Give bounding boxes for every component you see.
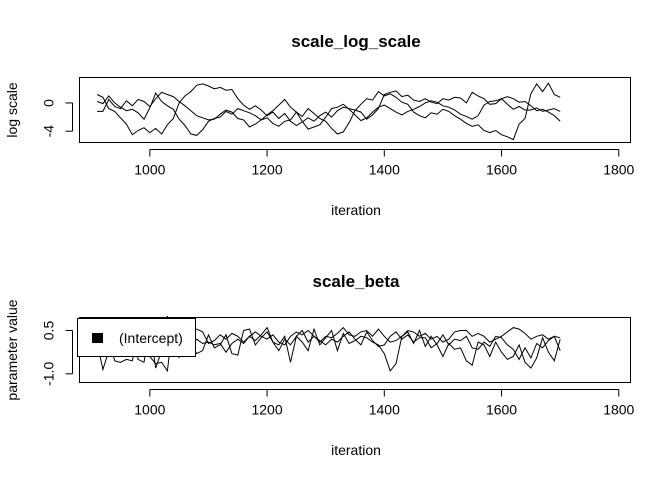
legend-entry: (Intercept)	[119, 330, 183, 346]
x-axis-label: iteration	[331, 202, 381, 218]
x-tick-label: 1200	[251, 402, 282, 418]
x-tick-label: 1200	[251, 162, 282, 178]
y-tick-label: -1.0	[41, 362, 57, 386]
x-tick-label: 1600	[486, 162, 517, 178]
x-tick-label: 1400	[369, 402, 400, 418]
y-axis-label: log scale	[4, 82, 20, 137]
chart-title: scale_log_scale	[291, 32, 420, 51]
x-tick-label: 1600	[486, 402, 517, 418]
log-scale-trace-panel: scale_log_scale 1000 1200 1400 1600 1800 -4 0…	[4, 32, 635, 218]
y-tick-label: 0	[41, 99, 57, 107]
x-tick-label: 1000	[134, 162, 165, 178]
y-axis-label: parameter value	[4, 299, 20, 400]
x-tick-label: 1800	[603, 162, 634, 178]
x-axis: 1000 1200 1400 1600 1800	[134, 149, 635, 178]
y-tick-label: 0.5	[41, 321, 57, 341]
x-axis: 1000 1200 1400 1600 1800	[134, 389, 635, 418]
y-axis: -4 0	[41, 99, 73, 138]
beta-trace-panel: scale_beta 1000 1200 1400 1600 1800 -1.00.5 …	[4, 272, 635, 458]
x-tick-label: 1000	[134, 402, 165, 418]
chart-title: scale_beta	[313, 272, 400, 291]
series-line-3	[97, 91, 561, 130]
series-layer	[96, 82, 561, 141]
y-axis: -1.0 0.5	[41, 321, 73, 386]
legend-swatch	[92, 333, 103, 343]
x-tick-label: 1400	[369, 162, 400, 178]
plot-region-box	[79, 77, 631, 143]
y-tick-label: -4	[41, 125, 57, 138]
series-line-2	[96, 82, 561, 141]
legend: (Intercept)	[77, 318, 196, 357]
series-line-1	[96, 83, 561, 136]
x-tick-label: 1800	[603, 402, 634, 418]
x-axis-label: iteration	[331, 442, 381, 458]
